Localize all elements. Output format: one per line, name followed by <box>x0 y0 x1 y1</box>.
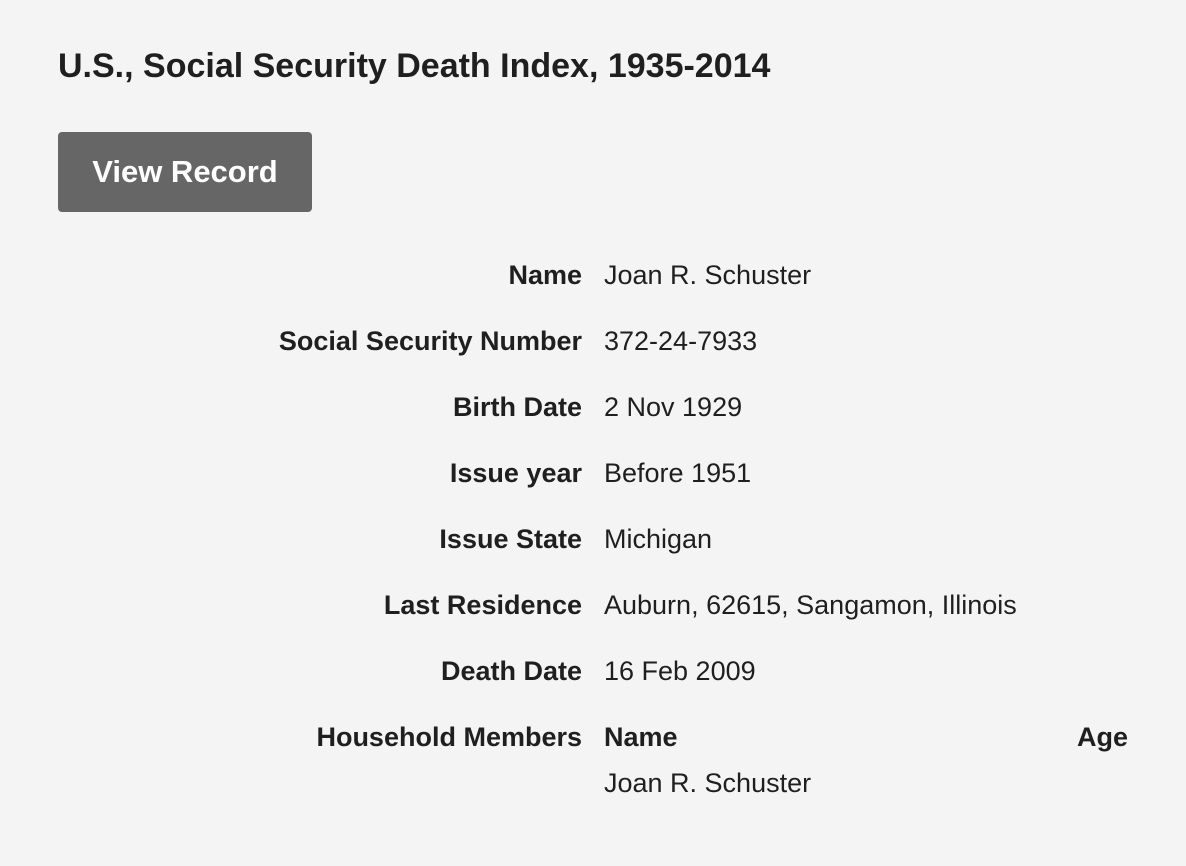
field-label: Household Members <box>316 722 582 752</box>
field-value: Auburn, 62615, Sangamon, Illinois <box>604 590 1017 620</box>
field-label: Issue State <box>439 524 582 554</box>
column-header: Name <box>604 722 678 752</box>
field-value: Michigan <box>604 524 713 554</box>
field-value: 16 Feb 2009 <box>604 656 756 686</box>
field-label: Social Security Number <box>278 326 582 356</box>
page-title: U.S., Social Security Death Index, 1935-… <box>58 47 771 85</box>
field-label: Last Residence <box>383 590 582 620</box>
field-label: Birth Date <box>452 392 582 422</box>
column-header: Age <box>1076 722 1128 752</box>
field-value: Joan R. Schuster <box>604 260 812 290</box>
field-label: Name <box>508 260 582 290</box>
household-cell: Joan R. Schuster <box>604 768 812 798</box>
field-label: Death Date <box>440 656 582 686</box>
view-record-button[interactable]: View Record <box>58 132 312 212</box>
field-label: Issue year <box>449 458 582 488</box>
field-value: 2 Nov 1929 <box>604 392 743 422</box>
field-value: 372-24-7933 <box>604 326 758 356</box>
field-value: Before 1951 <box>604 458 752 488</box>
